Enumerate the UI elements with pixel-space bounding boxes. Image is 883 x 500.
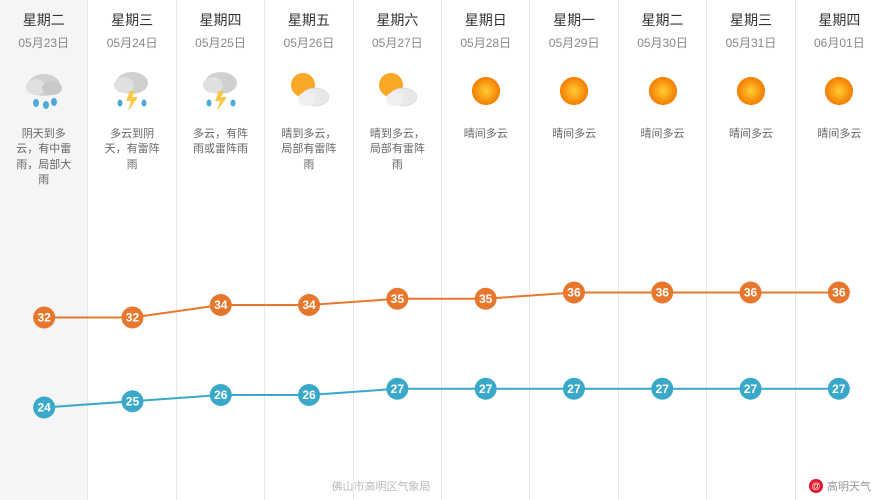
weather-icon <box>815 63 863 119</box>
weather-desc: 晴到多云，局部有雷阵雨 <box>274 127 344 187</box>
weather-desc: 晴间多云 <box>637 127 689 187</box>
weather-icon <box>18 63 70 119</box>
weather-desc: 晴间多云 <box>460 127 512 187</box>
weekday-label: 星期二 <box>642 10 684 30</box>
date-label: 05月27日 <box>372 34 423 51</box>
day-column[interactable]: 星期三 05月24日 多云到阴天，有雷阵雨 <box>88 0 176 500</box>
weather-icon <box>639 63 687 119</box>
footer-handle: @ 高明天气 <box>809 478 871 494</box>
day-column[interactable]: 星期三 05月31日 晴间多云 <box>707 0 795 500</box>
weather-desc: 晴间多云 <box>725 127 777 187</box>
weekday-label: 星期二 <box>23 10 65 30</box>
weather-icon <box>727 63 775 119</box>
weekday-label: 星期六 <box>376 10 418 30</box>
weekday-label: 星期一 <box>553 10 595 30</box>
date-label: 05月31日 <box>726 34 777 51</box>
weather-desc: 晴间多云 <box>813 127 865 187</box>
weather-icon <box>371 63 423 119</box>
weekday-label: 星期四 <box>200 10 242 30</box>
weather-desc: 多云，有阵雨或雷阵雨 <box>186 127 256 187</box>
date-label: 05月24日 <box>107 34 158 51</box>
weather-desc: 晴间多云 <box>548 127 600 187</box>
day-column[interactable]: 星期日 05月28日 晴间多云 <box>442 0 530 500</box>
source-text: 佛山市高明区气象局 <box>332 478 431 494</box>
handle-text: 高明天气 <box>827 478 871 494</box>
day-column[interactable]: 星期一 05月29日 晴间多云 <box>530 0 618 500</box>
weibo-icon: @ <box>809 479 823 493</box>
day-column[interactable]: 星期五 05月26日 晴到多云，局部有雷阵雨 <box>265 0 353 500</box>
forecast-container: 星期二 05月23日 阴天到多云，有中雷雨，局部大雨 星期三 05月24日 多云… <box>0 0 883 500</box>
day-column[interactable]: 星期四 06月01日 晴间多云 <box>796 0 883 500</box>
weather-desc: 晴到多云，局部有雷阵雨 <box>362 127 432 187</box>
date-label: 05月28日 <box>460 34 511 51</box>
date-label: 06月01日 <box>814 34 865 51</box>
weekday-label: 星期三 <box>111 10 153 30</box>
weather-desc: 多云到阴天，有雷阵雨 <box>97 127 167 187</box>
weekday-label: 星期四 <box>818 10 860 30</box>
date-label: 05月29日 <box>549 34 600 51</box>
weather-desc: 阴天到多云，有中雷雨，局部大雨 <box>9 127 79 189</box>
weather-icon <box>283 63 335 119</box>
day-column[interactable]: 星期二 05月30日 晴间多云 <box>619 0 707 500</box>
day-column[interactable]: 星期二 05月23日 阴天到多云，有中雷雨，局部大雨 <box>0 0 88 500</box>
day-column[interactable]: 星期六 05月27日 晴到多云，局部有雷阵雨 <box>354 0 442 500</box>
weather-icon <box>106 63 158 119</box>
weekday-label: 星期五 <box>288 10 330 30</box>
weekday-label: 星期日 <box>465 10 507 30</box>
date-label: 05月30日 <box>637 34 688 51</box>
weather-icon <box>195 63 247 119</box>
day-column[interactable]: 星期四 05月25日 多云，有阵雨或雷阵雨 <box>177 0 265 500</box>
weekday-label: 星期三 <box>730 10 772 30</box>
date-label: 05月26日 <box>284 34 335 51</box>
date-label: 05月25日 <box>195 34 246 51</box>
weather-icon <box>550 63 598 119</box>
weather-icon <box>462 63 510 119</box>
date-label: 05月23日 <box>18 34 69 51</box>
